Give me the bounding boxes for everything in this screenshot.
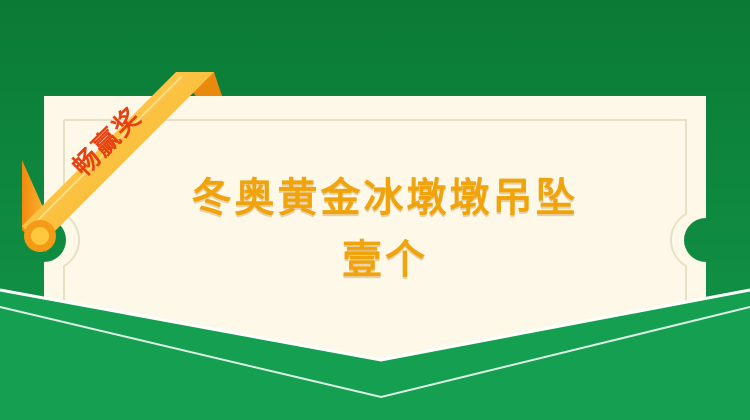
ribbon-band-edge: [27, 75, 183, 231]
envelope-edge: [0, 288, 750, 362]
prize-title-line1: 冬奥黄金冰墩墩吊坠: [191, 175, 579, 221]
envelope-pocket: [0, 290, 750, 420]
envelope-inner-line: [0, 306, 750, 399]
ribbon-band: [22, 72, 214, 246]
prize-title-line2: 壹个: [342, 237, 428, 283]
